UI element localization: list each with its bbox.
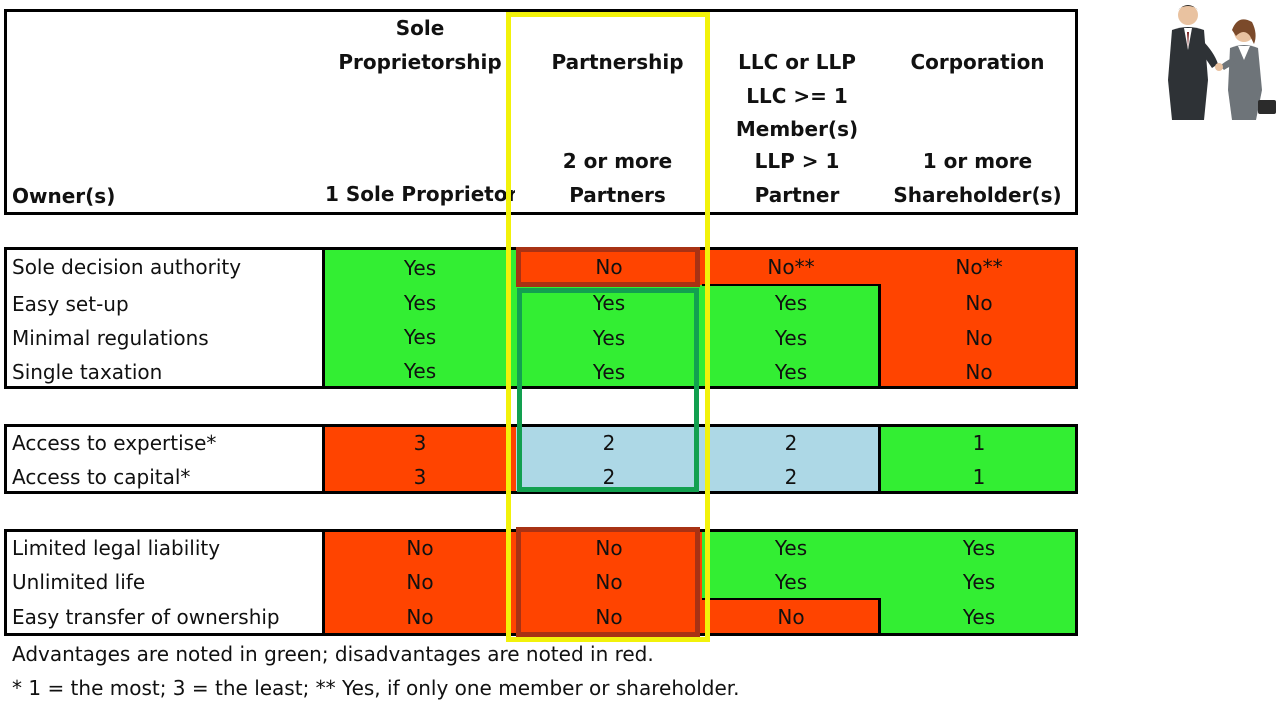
cell-liability-partnership: No (516, 531, 702, 565)
cell-life-sole-prop: No (324, 565, 516, 599)
cell-life-corp: Yes (880, 565, 1078, 599)
cell-transfer-sole-prop: No (324, 599, 516, 635)
highlight-dark-red-top (516, 247, 700, 287)
highlight-dark-red-bottom (516, 527, 700, 637)
row-label-minimal-regulations: Minimal regulations (12, 326, 209, 350)
cell-single-tax-partnership: Yes (516, 355, 702, 389)
header-corporation: Corporation (910, 50, 1045, 74)
cell-capital-sole-prop: 3 (324, 460, 516, 493)
footnote-key: * 1 = the most; 3 = the least; ** Yes, i… (12, 676, 740, 700)
cell-life-llc: Yes (702, 565, 880, 599)
cell-liability-sole-prop: No (324, 531, 516, 565)
header-corporation-owners: 1 or more Shareholder(s) (893, 149, 1062, 207)
group-1-divider (322, 247, 325, 389)
transfer-step-v (878, 598, 881, 636)
header-sole-proprietorship: Sole Proprietorship (338, 16, 502, 74)
group-3-divider (322, 529, 325, 636)
cell-transfer-llc: No (702, 599, 880, 635)
cell-transfer-partnership: No (516, 599, 702, 635)
llc-corp-step-v (878, 284, 881, 389)
header-sole-proprietorship-owners: 1 Sole Proprietor (325, 182, 515, 206)
cell-expertise-sole-prop: 3 (324, 426, 516, 460)
cell-sole-decision-partnership: No (516, 249, 702, 285)
row-label-access-expertise: Access to expertise* (12, 431, 217, 455)
cell-single-tax-llc: Yes (702, 355, 880, 389)
cell-min-reg-llc: Yes (702, 321, 880, 355)
cell-liability-llc: Yes (702, 531, 880, 565)
header-partnership: Partnership (551, 50, 684, 74)
row-label-limited-liability: Limited legal liability (12, 536, 221, 560)
group-2-divider-1 (322, 424, 325, 494)
transfer-step-h-1 (702, 598, 880, 600)
cell-expertise-partnership: 2 (516, 426, 702, 460)
cell-sole-decision-sole-prop: Yes Yes Yes Yes (324, 249, 516, 389)
cell-capital-corp: 1 (880, 460, 1078, 493)
llc-corp-step-h (702, 284, 880, 286)
row-label-sole-decision-authority: Sole decision authority (12, 254, 242, 279)
group-2-divider-2 (878, 424, 881, 494)
cell-liability-corp: Yes (880, 531, 1078, 565)
header-partnership-owners: 2 or more Partners (562, 149, 673, 207)
business-handshake-image (1158, 0, 1280, 122)
highlight-green-advantages (517, 288, 699, 492)
group-2-border (4, 424, 1078, 494)
cell-sole-decision-llc: No** (702, 249, 880, 285)
cell-capital-llc: 2 (702, 460, 880, 493)
cell-life-partnership: No (516, 565, 702, 599)
cell-single-tax-corp: No (880, 355, 1078, 389)
cell-transfer-corp: Yes (880, 599, 1078, 635)
cell-easy-setup-corp: No (880, 285, 1078, 321)
handshake-icon (1168, 5, 1276, 120)
footnote-legend: Advantages are noted in green; disadvant… (12, 642, 654, 666)
cell-min-reg-corp: No (880, 321, 1078, 355)
cell-min-reg-partnership: Yes (516, 321, 702, 355)
header-llc-llp: LLC or LLP LLC >= 1 Member(s) (735, 50, 859, 141)
cell-expertise-llc: 2 (702, 426, 880, 460)
row-label-access-capital: Access to capital* (12, 464, 191, 489)
cell-sole-decision-corp: No** (880, 249, 1078, 285)
row-label-easy-transfer: Easy transfer of ownership (12, 605, 280, 629)
header-box (4, 9, 1078, 215)
row-label-unlimited-life: Unlimited life (12, 570, 146, 594)
row-label-easy-set-up: Easy set-up (12, 292, 129, 316)
header-owners-label: Owner(s) (12, 184, 116, 208)
row-label-single-taxation: Single taxation (12, 360, 163, 384)
highlight-partnership-column (506, 12, 710, 642)
cell-expertise-corp: 1 (880, 426, 1078, 460)
cell-easy-setup-llc: Yes (702, 285, 880, 321)
header-llc-llp-owners: LLP > 1 Partner (754, 149, 840, 207)
